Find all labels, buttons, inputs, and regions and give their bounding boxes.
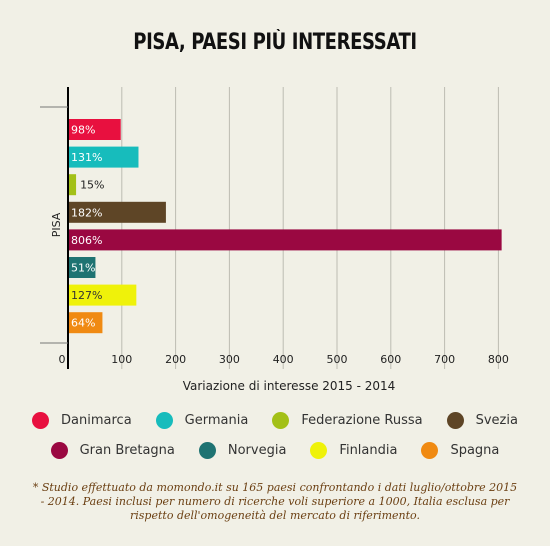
legend: Danimarca Germania Federazione Russa Svezia… — [0, 406, 550, 466]
legend-label: Gran Bretagna — [79, 442, 175, 458]
legend-swatch — [446, 411, 464, 429]
legend-swatch — [272, 411, 290, 429]
bars: 98% 131% 15% 182% 806% 51% 127% 64% — [69, 119, 502, 334]
legend-item: Germania — [155, 411, 249, 429]
bar-data-label: 15% — [80, 179, 104, 192]
bar-danimarca — [69, 119, 121, 140]
legend-item: Spagna — [421, 441, 500, 459]
legend-label: Svezia — [475, 412, 518, 428]
legend-item: Finlandia — [310, 441, 398, 459]
bar-data-label: 131% — [71, 151, 102, 164]
legend-swatch — [50, 441, 68, 459]
bar-data-label: 127% — [71, 289, 102, 302]
legend-row: Danimarca Germania Federazione Russa Svezia — [0, 406, 550, 434]
legend-label: Spagna — [450, 442, 500, 458]
x-tick-label: 600 — [380, 353, 401, 366]
legend-label: Federazione Russa — [301, 412, 423, 428]
legend-swatch — [421, 441, 439, 459]
x-tick-label: 300 — [219, 353, 240, 366]
bar-data-label: 64% — [71, 317, 95, 330]
x-tick-label: 0 — [59, 353, 66, 366]
footnote: * Studio effettuato da momondo.it su 165… — [32, 481, 518, 522]
gridlines — [121, 87, 499, 369]
bar-norvegia — [69, 257, 96, 278]
bar-spagna — [69, 312, 103, 334]
x-tick-label: 400 — [273, 353, 294, 366]
bar-finlandia — [69, 284, 137, 306]
legend-label: Danimarca — [61, 412, 132, 428]
legend-item: Gran Bretagna — [50, 441, 175, 459]
x-tick-label: 700 — [434, 353, 455, 366]
legend-item: Federazione Russa — [272, 411, 423, 429]
bar-data-label: 806% — [71, 234, 102, 247]
y-axis: PISA — [40, 87, 69, 369]
legend-label: Germania — [184, 412, 249, 428]
legend-item: Norvegia — [198, 441, 287, 459]
legend-swatch — [32, 411, 50, 429]
legend-item: Svezia — [446, 411, 518, 429]
legend-label: Norvegia — [227, 442, 287, 458]
bar-germania — [69, 146, 139, 168]
x-tick-label: 100 — [111, 353, 132, 366]
bar-data-label: 51% — [71, 262, 95, 275]
x-axis-label: Variazione di interesse 2015 - 2014 — [183, 379, 396, 393]
x-ticks: 0 100 200 300 400 500 600 700 800 — [59, 353, 509, 366]
legend-swatch — [198, 441, 216, 459]
bar-data-label: 98% — [71, 124, 95, 137]
x-tick-label: 800 — [488, 353, 509, 366]
bar-gran-bretagna — [69, 229, 502, 251]
legend-label: Finlandia — [339, 442, 398, 458]
legend-item: Danimarca — [32, 411, 132, 429]
x-tick-label: 500 — [327, 353, 348, 366]
x-tick-label: 200 — [165, 353, 186, 366]
legend-swatch — [155, 411, 173, 429]
bar-data-label: 182% — [71, 206, 102, 219]
legend-row: Gran Bretagna Norvegia Finlandia Spagna — [0, 436, 550, 464]
legend-swatch — [310, 441, 328, 459]
y-axis-label: PISA — [50, 212, 63, 237]
bar-chart: PISA 98% 131% 15% 182% 806% 51% 127% 64% 0 100 20… — [40, 87, 509, 393]
bar-svezia — [69, 201, 166, 223]
chart-title: PISA, PAESI PIÙ INTERESSATI — [133, 30, 417, 55]
bar-federazione-russa — [69, 174, 77, 196]
